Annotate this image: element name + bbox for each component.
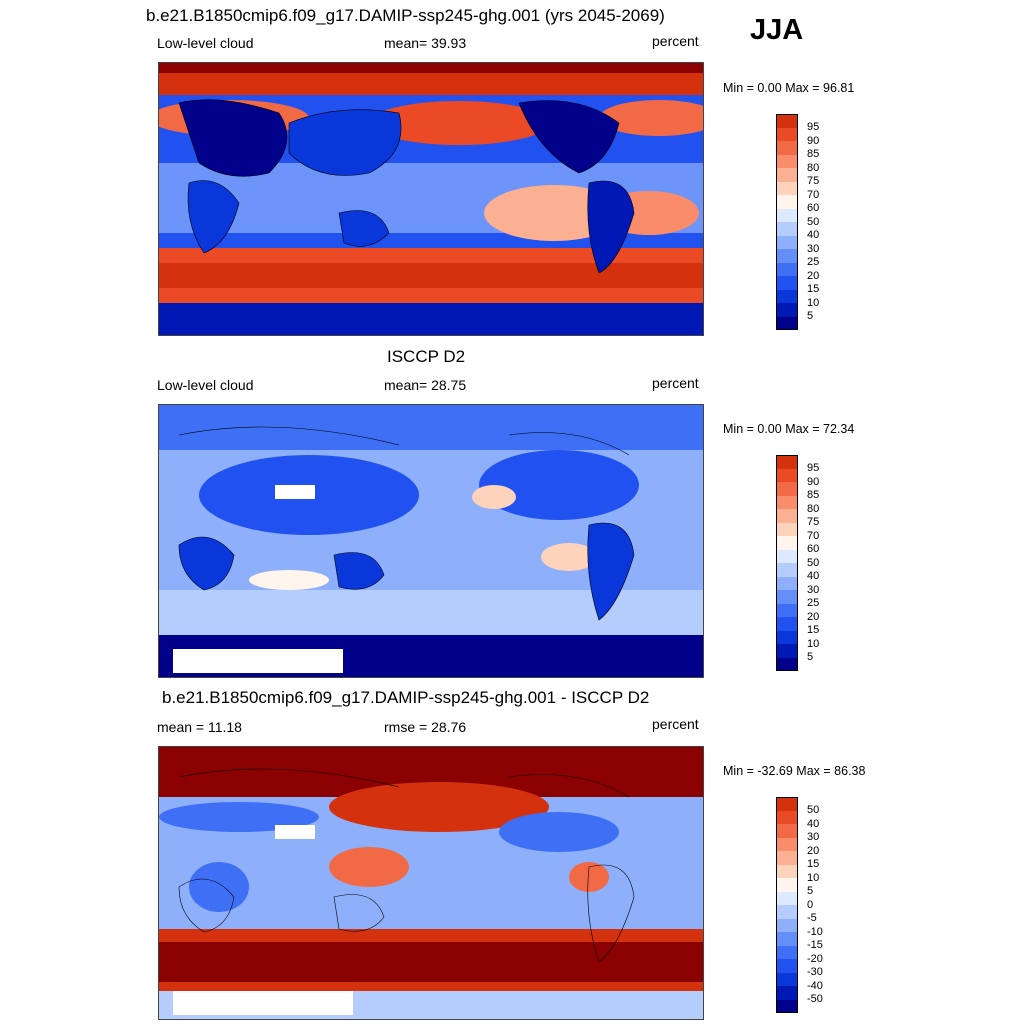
colorbar-tick-label: 40 [807,229,820,241]
colorbar-tick-label: -10 [807,925,823,938]
colorbar-tick-label: 40 [807,817,820,830]
season-label: JJA [750,14,804,46]
colorbar-tick-label: 80 [807,161,820,174]
colorbar-tick-label: 75 [807,516,820,528]
panel2-map [158,404,704,678]
colorbar-tick-label: -50 [807,993,823,1005]
panel3-rmse-label: rmse = 28.76 [384,719,467,735]
colorbar-tick-label: 90 [807,475,820,488]
panel1-mean-label: mean= 39.93 [384,35,467,51]
colorbar-tick-label: 70 [807,529,820,542]
colorbar-tick-label: 95 [807,121,820,133]
panel3-units-label: percent [652,716,699,732]
colorbar-frame [776,114,798,330]
colorbar-frame [776,455,798,671]
panel3-title: b.e21.B1850cmip6.f09_g17.DAMIP-ssp245-gh… [162,688,650,707]
colorbar-tick-label: 60 [807,543,820,555]
colorbar-tick-label: 95 [807,462,820,474]
panel1-map [158,62,704,336]
panel2-minmax: Min = 0.00 Max = 72.34 [723,422,855,436]
colorbar-tick-label: 60 [807,202,820,214]
colorbar-tick-label: 10 [807,871,820,884]
panel3-minmax: Min = -32.69 Max = 86.38 [723,764,866,778]
colorbar-tick-label: -20 [807,952,823,965]
colorbar-tick-label: 15 [807,283,820,295]
colorbar-tick-label: 25 [807,256,820,268]
panel2-title: ISCCP D2 [387,347,466,366]
colorbar-tick-label: 85 [807,489,820,501]
colorbar-tick-label: 30 [807,242,820,255]
colorbar-tick-label: 40 [807,570,820,582]
colorbar-tick-label: 20 [807,610,820,623]
colorbar-tick-label: 50 [807,556,820,569]
colorbar-tick-label: 20 [807,269,820,282]
panel2-mean-label: mean= 28.75 [384,377,467,393]
colorbar-tick-label: -15 [807,939,823,951]
colorbar-tick-label: 25 [807,597,820,609]
colorbar-tick-label: 50 [807,804,820,816]
colorbar-tick-label: 30 [807,583,820,596]
panel2-units-label: percent [652,375,699,391]
colorbar-tick-label: 85 [807,148,820,160]
panel1-minmax: Min = 0.00 Max = 96.81 [723,81,855,95]
colorbar-tick-label: 5 [807,310,814,322]
colorbar-tick-label: 90 [807,134,820,147]
colorbar-tick-label: -40 [807,979,823,992]
colorbar-tick-label: 10 [807,296,820,309]
colorbar-tick-label: 80 [807,502,820,515]
colorbar-tick-label: 15 [807,858,820,870]
colorbar-tick-label: 0 [807,898,814,911]
panel1-title: b.e21.B1850cmip6.f09_g17.DAMIP-ssp245-gh… [146,6,665,25]
colorbar-tick-label: 20 [807,844,820,857]
panel3-mean-label: mean = 11.18 [157,719,242,735]
panel2-left-label: Low-level cloud [157,377,254,393]
colorbar-tick-label: 30 [807,831,820,843]
colorbar-tick-label: 10 [807,637,820,650]
colorbar-tick-label: 70 [807,188,820,201]
colorbar-tick-label: 50 [807,215,820,228]
colorbar-tick-label: 75 [807,175,820,187]
panel3-map [158,746,704,1020]
panel1-left-label: Low-level cloud [157,35,254,51]
colorbar-tick-label: 5 [807,651,814,663]
colorbar-tick-label: -5 [807,912,817,924]
colorbar-tick-label: -30 [807,966,823,978]
colorbar-tick-label: 15 [807,624,820,636]
colorbar-frame [776,797,798,1013]
colorbar-tick-label: 5 [807,885,814,897]
panel1-units-label: percent [652,33,699,49]
